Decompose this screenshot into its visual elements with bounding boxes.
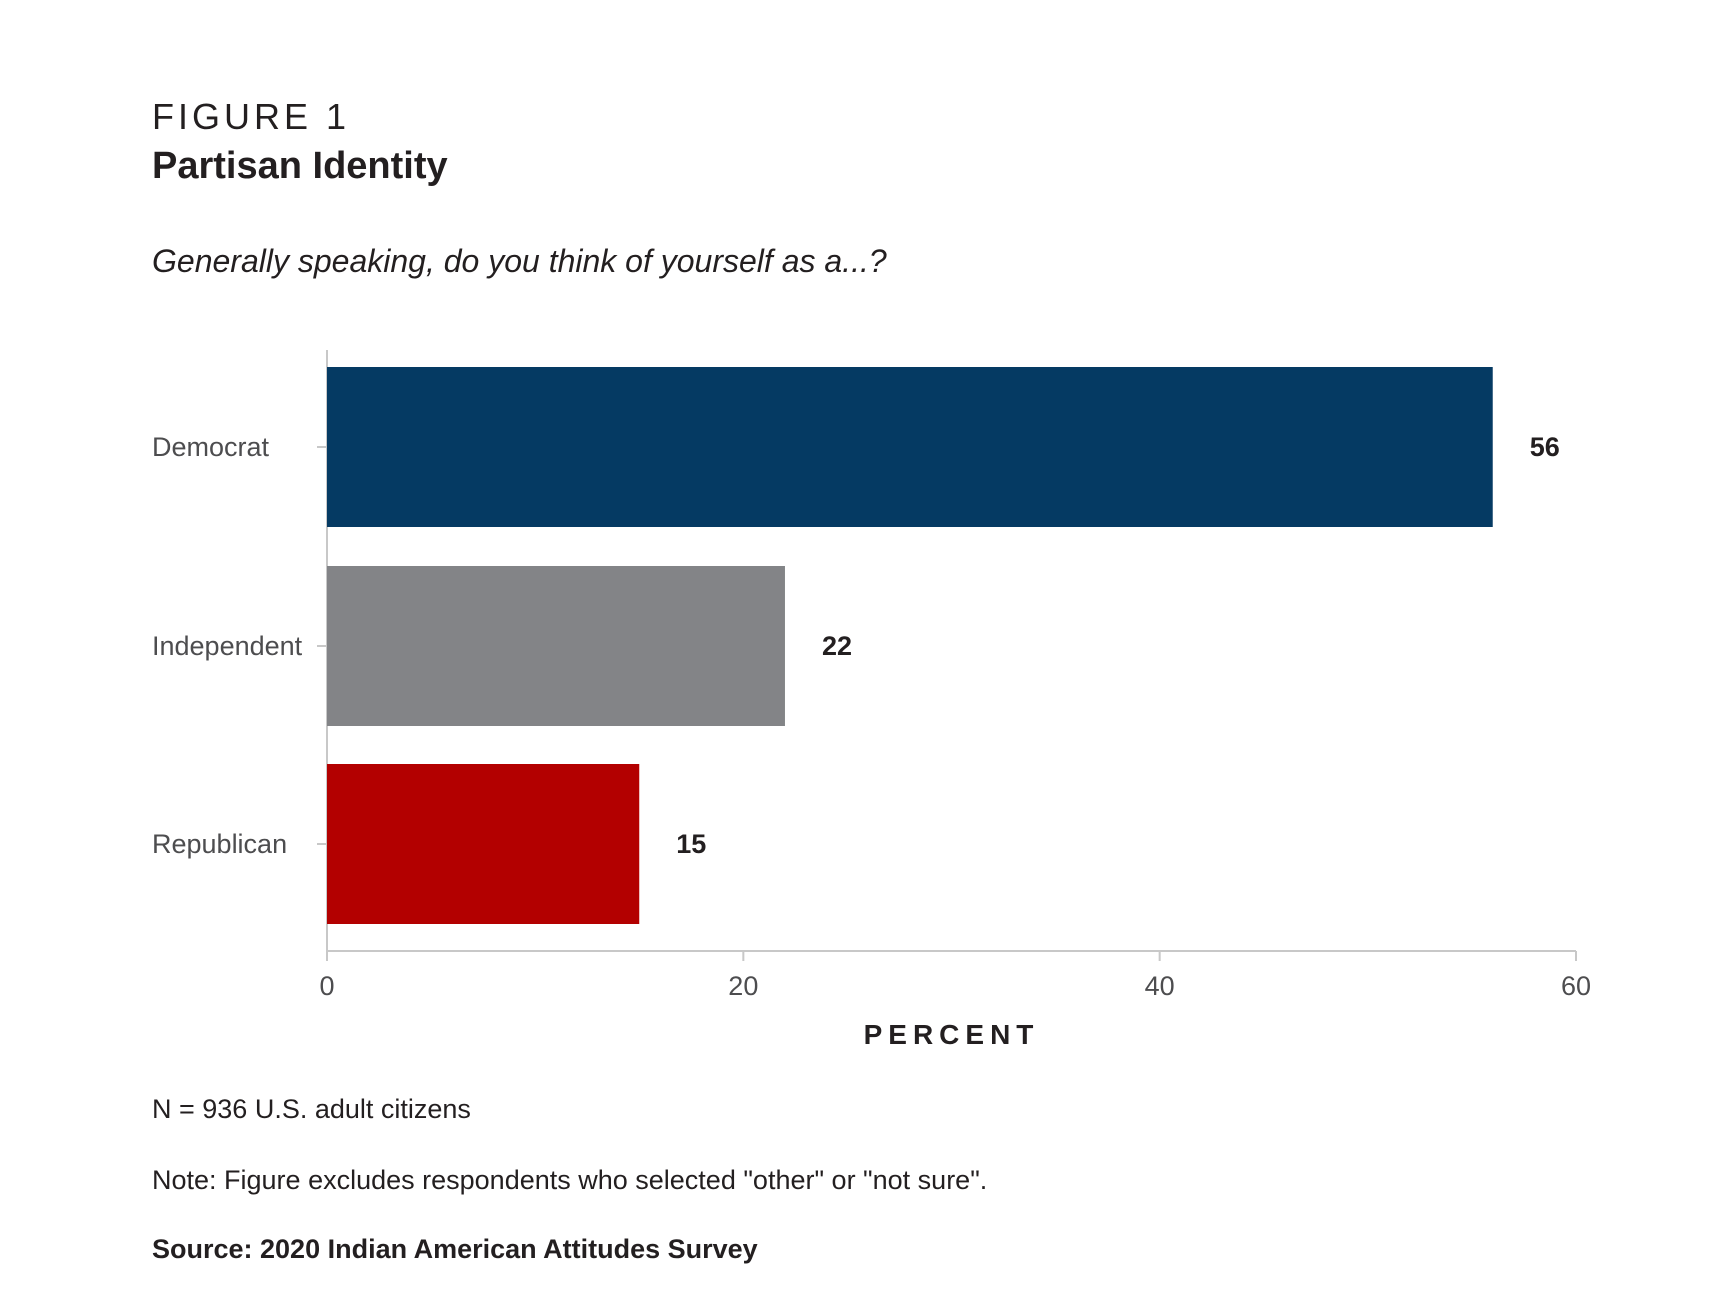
category-label-independent: Independent — [152, 631, 303, 661]
chart-subtitle: Generally speaking, do you think of your… — [152, 243, 887, 279]
bar-republican — [327, 764, 640, 924]
data-label-democrat: 56 — [1530, 432, 1560, 462]
exclusion-note: Note: Figure excludes respondents who se… — [152, 1165, 988, 1195]
x-tick-label-20: 20 — [728, 971, 758, 1001]
source-note: Source: 2020 Indian American Attitudes S… — [152, 1234, 758, 1264]
bar-chart: Democrat 56 Independent 22 Republican 15 0 20 40… — [152, 350, 1591, 1050]
x-tick-label-40: 40 — [1145, 971, 1175, 1001]
bar-democrat — [327, 367, 1493, 527]
category-label-democrat: Democrat — [152, 432, 270, 462]
x-axis-title: PERCENT — [864, 1019, 1040, 1050]
chart-title: Partisan Identity — [152, 145, 448, 187]
category-label-republican: Republican — [152, 829, 287, 859]
sample-size-note: N = 936 U.S. adult citizens — [152, 1094, 471, 1124]
x-tick-label-60: 60 — [1561, 971, 1591, 1001]
bar-independent — [327, 566, 785, 726]
x-tick-label-0: 0 — [319, 971, 334, 1001]
data-label-independent: 22 — [822, 631, 852, 661]
data-label-republican: 15 — [676, 829, 706, 859]
figure-label: FIGURE 1 — [152, 96, 351, 137]
